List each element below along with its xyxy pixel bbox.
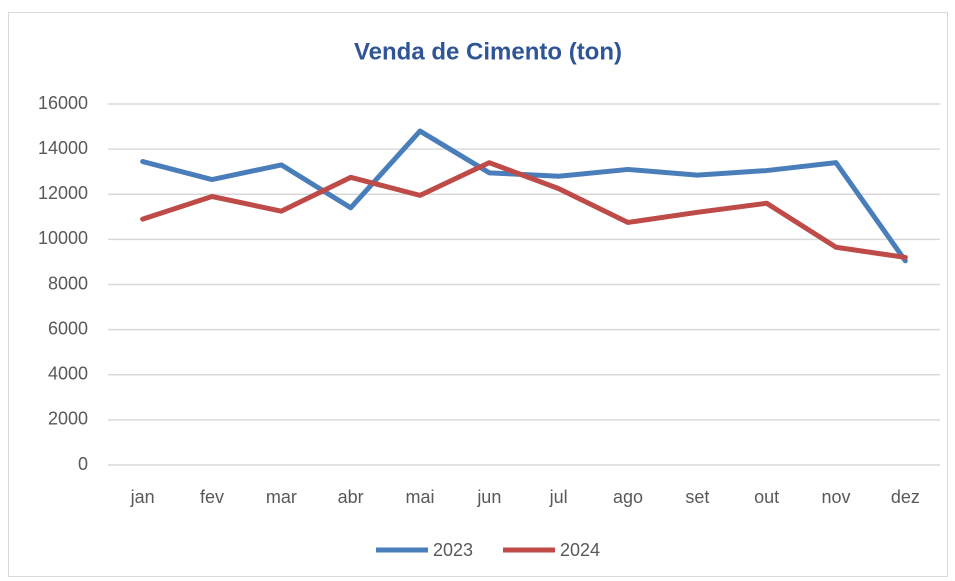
y-tick-label: 6000 bbox=[48, 318, 88, 338]
chart-border bbox=[8, 12, 948, 577]
x-tick-label: set bbox=[685, 487, 709, 507]
x-tick-label: out bbox=[754, 487, 779, 507]
legend-label: 2024 bbox=[560, 540, 600, 560]
y-tick-label: 0 bbox=[78, 454, 88, 474]
y-tick-label: 4000 bbox=[48, 364, 88, 384]
x-tick-label: abr bbox=[338, 487, 364, 507]
x-tick-label: mar bbox=[266, 487, 297, 507]
line-series bbox=[140, 160, 908, 260]
x-tick-label: jan bbox=[130, 487, 155, 507]
x-tick-label: dez bbox=[891, 487, 920, 507]
x-tick-label: jun bbox=[476, 487, 501, 507]
y-tick-label: 8000 bbox=[48, 273, 88, 293]
chart-title: Venda de Cimento (ton) bbox=[354, 38, 622, 65]
x-tick-label: nov bbox=[821, 487, 850, 507]
x-tick-label: mai bbox=[405, 487, 434, 507]
legend-label: 2023 bbox=[433, 540, 473, 560]
y-tick-label: 16000 bbox=[38, 93, 88, 113]
y-tick-label: 14000 bbox=[38, 138, 88, 158]
y-tick-label: 10000 bbox=[38, 228, 88, 248]
x-tick-label: jul bbox=[549, 487, 568, 507]
x-tick-label: fev bbox=[200, 487, 224, 507]
x-tick-label: ago bbox=[613, 487, 643, 507]
y-tick-label: 12000 bbox=[38, 183, 88, 203]
y-tick-label: 2000 bbox=[48, 409, 88, 429]
